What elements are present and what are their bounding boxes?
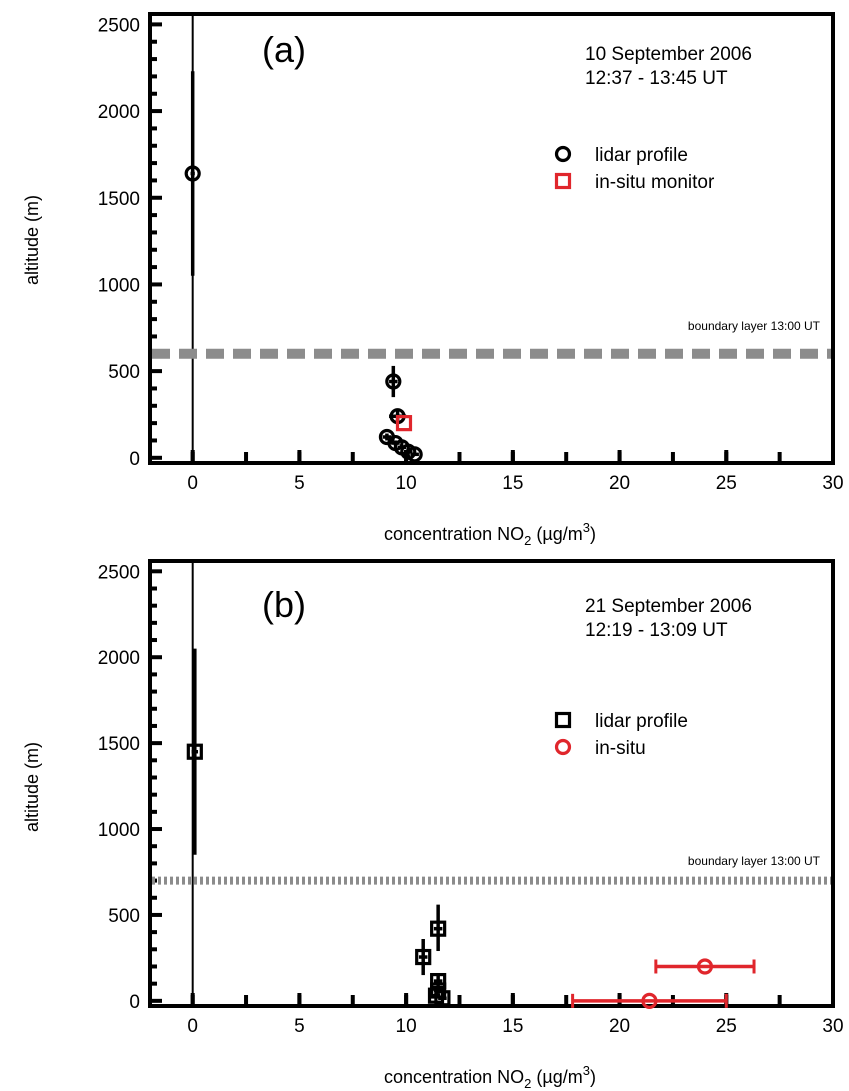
legend-label: in-situ monitor (595, 172, 715, 193)
plot-frame (148, 12, 835, 465)
boundary-layer-label: boundary layer 13:00 UT (688, 319, 821, 333)
data-point (434, 990, 451, 1007)
x-tick-label: 15 (502, 1016, 523, 1037)
y-tick-label: 2000 (98, 648, 140, 669)
panel-label: (b) (262, 584, 306, 625)
data-point (186, 743, 203, 760)
series-1 (571, 958, 756, 1009)
y-tick-label: 0 (129, 992, 140, 1013)
x-axis-label: concentration NO2 (µg/m3) (384, 1063, 596, 1091)
data-point (641, 992, 658, 1009)
x-tick-label: 10 (396, 1016, 417, 1037)
y-tick-label: 500 (108, 906, 140, 927)
series-0 (184, 71, 423, 463)
x-tick-label: 20 (609, 1016, 630, 1037)
boundary-layer-label: boundary layer 13:00 UT (688, 854, 821, 868)
data-point (395, 415, 413, 432)
legend-label: lidar profile (595, 145, 688, 166)
y-axis-label: altitude (m) (22, 742, 42, 832)
legend-marker (554, 738, 572, 756)
x-tick-label: 15 (502, 473, 523, 494)
y-tick-label: 1000 (98, 820, 140, 841)
data-point (430, 920, 447, 937)
x-tick-label: 25 (716, 473, 737, 494)
legend-marker (554, 172, 572, 190)
legend-marker (554, 145, 572, 163)
series-1 (395, 415, 413, 432)
y-tick-label: 2000 (98, 102, 140, 123)
x-tick-label: 30 (822, 473, 843, 494)
y-tick-label: 2500 (98, 562, 140, 583)
data-point (415, 948, 432, 966)
x-tick-label: 20 (609, 473, 630, 494)
y-tick-label: 1500 (98, 189, 140, 210)
panel-a: (a) 10 September 2006 12:37 - 13:45 UT b… (22, 12, 844, 548)
x-tick-label: 5 (294, 1016, 305, 1037)
date-text: 10 September 2006 (585, 44, 752, 65)
x-tick-label: 30 (822, 1016, 843, 1037)
legend-marker (554, 711, 572, 729)
y-tick-label: 1500 (98, 734, 140, 755)
data-point (696, 958, 714, 975)
y-tick-label: 500 (108, 362, 140, 383)
x-tick-label: 5 (294, 473, 305, 494)
x-tick-label: 0 (187, 473, 198, 494)
y-axis-label: altitude (m) (22, 195, 42, 285)
y-tick-label: 1000 (98, 275, 140, 296)
time-text: 12:37 - 13:45 UT (585, 68, 728, 89)
date-text: 21 September 2006 (585, 596, 752, 617)
data-point (406, 446, 423, 463)
panel-b: (b) 21 September 2006 12:19 - 13:09 UT b… (22, 559, 844, 1091)
y-tick-label: 2500 (98, 15, 140, 36)
time-text: 12:19 - 13:09 UT (585, 620, 728, 641)
legend-label: lidar profile (595, 711, 688, 732)
x-tick-label: 10 (396, 473, 417, 494)
legend-label: in-situ (595, 738, 646, 759)
data-point (184, 165, 201, 182)
series-0 (186, 648, 451, 1007)
plot-frame (148, 559, 835, 1008)
y-tick-label: 0 (129, 449, 140, 470)
x-tick-label: 25 (716, 1016, 737, 1037)
panel-label: (a) (262, 29, 306, 70)
x-axis-label: concentration NO2 (µg/m3) (384, 520, 596, 548)
data-point (385, 373, 402, 390)
x-tick-label: 0 (187, 1016, 198, 1037)
